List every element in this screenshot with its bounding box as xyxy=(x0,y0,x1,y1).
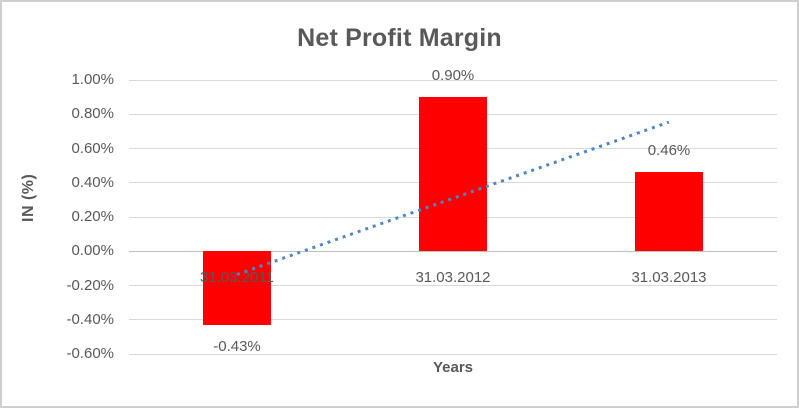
x-axis-zero-line xyxy=(129,250,777,252)
bar-31.03.2011 xyxy=(203,251,271,325)
x-axis-title: Years xyxy=(432,359,474,376)
chart-title: Net Profit Margin xyxy=(297,24,502,52)
x-category-label: 31.03.2013 xyxy=(631,269,707,287)
y-tick-label: -0.40% xyxy=(66,310,114,328)
gridline xyxy=(129,79,777,81)
bar-31.03.2012 xyxy=(419,97,487,252)
y-tick-label: 1.00% xyxy=(71,71,114,88)
y-tick-label: 0.80% xyxy=(71,105,114,123)
y-tick-label: -0.60% xyxy=(66,345,114,362)
y-tick-label: 0.20% xyxy=(71,208,114,225)
y-tick-label: 0.60% xyxy=(71,139,114,157)
gridline xyxy=(129,353,777,355)
bar-data-label: 0.46% xyxy=(647,142,691,160)
gridline xyxy=(129,319,777,321)
bar-data-label: -0.43% xyxy=(213,337,261,355)
y-tick-label: -0.20% xyxy=(66,276,114,294)
x-category-label: 31.03.2011 xyxy=(200,269,274,287)
gridline xyxy=(129,285,777,286)
bar-31.03.2013 xyxy=(635,172,703,252)
bar-data-label: 0.90% xyxy=(431,67,475,85)
plot-area: -0.43% 31.03.2011 0.90% 31.03.2012 0.46% 31.0… xyxy=(129,67,777,355)
x-category-label: 31.03.2012 xyxy=(415,269,491,287)
y-tick-label: 0.00% xyxy=(71,242,114,260)
y-tick-label: 0.40% xyxy=(71,173,114,191)
